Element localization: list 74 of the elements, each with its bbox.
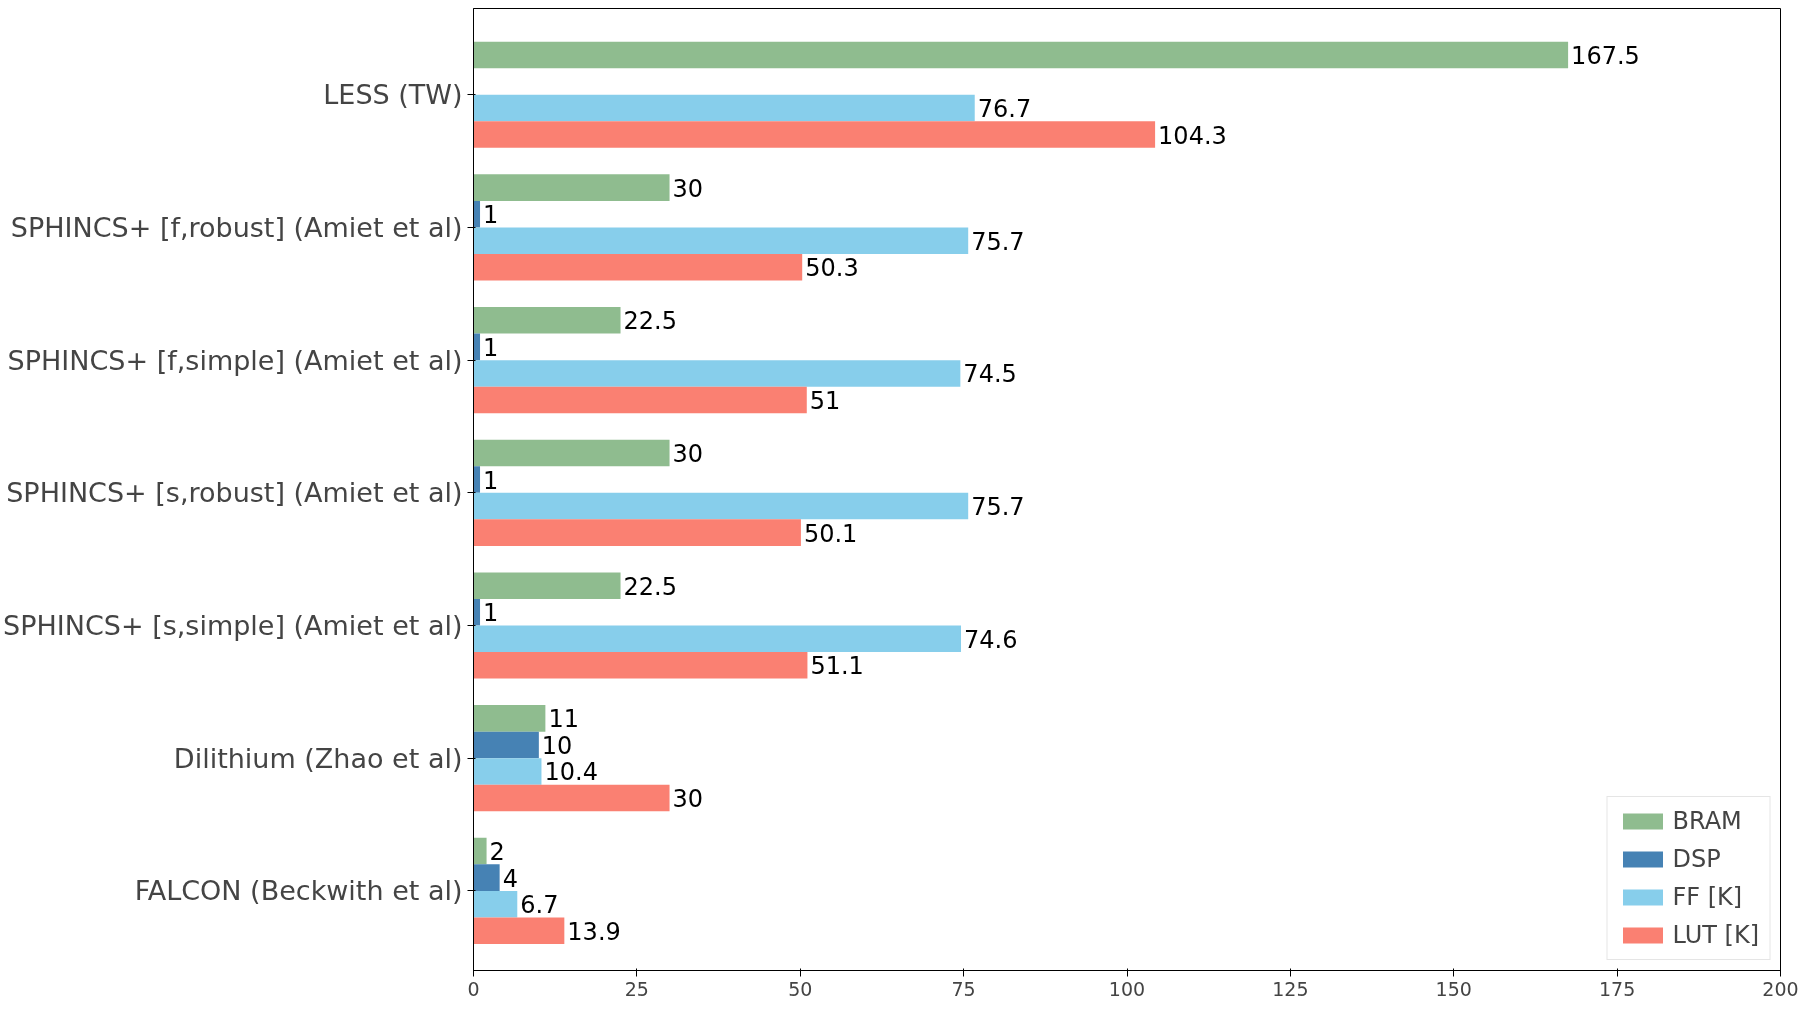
bar [473, 652, 808, 679]
data-label: 1 [483, 466, 499, 495]
y-tick-label: FALCON (Beckwith et al) [134, 875, 463, 907]
data-label: 1 [483, 333, 499, 362]
data-label: 6.7 [520, 891, 559, 920]
x-tick-label: 200 [1762, 977, 1799, 1000]
x-tick-label: 125 [1272, 977, 1309, 1000]
bar [473, 121, 1156, 148]
legend-label: LUT [K] [1672, 921, 1759, 949]
data-label: 50.1 [803, 519, 858, 548]
data-label: 30 [672, 785, 704, 813]
x-tick-label: 150 [1435, 977, 1472, 1000]
data-label: 10 [541, 731, 573, 760]
data-label: 11 [548, 705, 579, 734]
y-tick-label: LESS (TW) [323, 79, 463, 111]
bar [473, 731, 539, 759]
data-label: 30 [672, 174, 704, 203]
bar [473, 200, 481, 228]
bar [473, 41, 1569, 69]
x-tick-label: 100 [1108, 977, 1146, 1000]
bar [473, 758, 542, 785]
legend-label: BRAM [1672, 807, 1742, 835]
bar [473, 625, 962, 653]
y-tick-label: SPHINCS+ [s,simple] (Amiet et al) [3, 610, 463, 642]
data-label: 22.5 [623, 307, 677, 336]
y-tick-label: SPHINCS+ [f,robust] (Amiet et al) [10, 211, 463, 243]
data-label: 74.6 [964, 625, 1018, 654]
bar [473, 333, 481, 361]
data-label: 4 [502, 864, 518, 893]
bar [473, 466, 481, 493]
x-tick-label: 25 [624, 977, 649, 1000]
x-tick-label: 0 [467, 977, 480, 1000]
bar [473, 174, 670, 201]
data-label: 10.4 [544, 758, 598, 787]
data-label: 30 [672, 440, 704, 469]
y-tick-label: SPHINCS+ [s,robust] (Amiet et al) [6, 477, 463, 509]
bar [473, 94, 975, 122]
bar [473, 307, 621, 334]
data-label: 51 [809, 386, 841, 415]
bar [473, 784, 670, 812]
y-tick-label: SPHINCS+ [f,simple] (Amiet et al) [7, 344, 463, 376]
x-tick-label: 50 [788, 977, 813, 1000]
bar [473, 837, 487, 865]
legend-label: DSP [1672, 845, 1721, 873]
bar [473, 360, 961, 387]
data-label: 76.7 [977, 95, 1032, 124]
data-label: 75.7 [971, 493, 1025, 522]
x-tick-label: 175 [1598, 977, 1636, 1000]
data-label: 75.7 [971, 227, 1025, 256]
bar [473, 598, 481, 626]
bar [473, 492, 969, 520]
legend-label: FF [K] [1672, 883, 1743, 911]
bar [473, 227, 969, 254]
data-label: 2 [489, 838, 505, 867]
bar [473, 386, 807, 414]
bar [473, 705, 546, 732]
bar [473, 519, 801, 546]
bar [473, 864, 500, 891]
data-label: 13.9 [567, 917, 621, 946]
data-label: 50.3 [805, 254, 859, 283]
data-label: 1 [483, 599, 499, 628]
bar [473, 890, 518, 918]
bar [473, 253, 803, 281]
bar [473, 572, 621, 599]
data-label: 51.1 [810, 652, 864, 681]
bar [473, 439, 670, 467]
x-tick-label: 75 [951, 977, 976, 1000]
data-label: 22.5 [623, 572, 677, 601]
bar [473, 917, 565, 944]
y-tick-label: Dilithium (Zhao et al) [173, 742, 463, 774]
data-label: 1 [483, 201, 499, 230]
data-label: 167.5 [1571, 41, 1640, 70]
data-label: 104.3 [1158, 121, 1227, 150]
data-label: 74.5 [963, 360, 1017, 389]
